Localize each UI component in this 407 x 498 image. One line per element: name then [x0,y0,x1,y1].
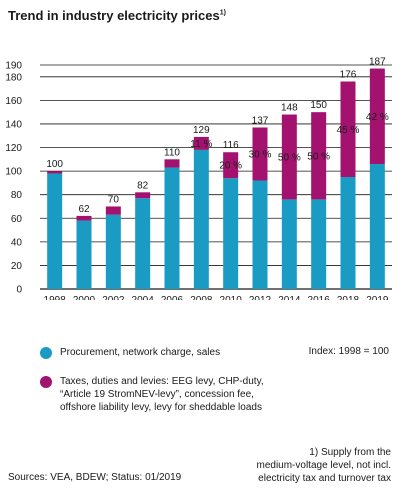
bar-taxes-2004 [135,192,151,199]
tax-share-label-2018: 45 % [337,125,360,136]
bar-taxes-2002 [105,206,121,215]
bar-procurement-2010 [223,178,239,289]
y-tick-label-180: 180 [5,72,22,83]
total-label-2006: 110 [164,147,180,158]
tax-share-label-2010: 20 % [219,161,242,172]
bar-procurement-2012 [252,180,268,289]
total-label-2019: 187 [369,57,386,68]
y-tick-label-60: 60 [11,214,23,225]
total-label-2008: 129 [193,125,210,136]
y-tick-label-80: 80 [11,190,23,201]
bar-procurement-2014 [281,199,297,289]
bar-taxes-2014 [281,114,297,200]
total-label-2016: 150 [310,100,327,111]
legend-swatch-taxes [40,376,52,388]
tax-share-label-2012: 30 % [249,150,272,161]
bar-procurement-2000 [76,220,92,289]
x-tick-label-1998: 1998 [44,295,67,300]
bar-taxes-2019 [369,68,385,165]
y-tick-label-100: 100 [5,167,22,178]
x-tick-label-2004: 2004 [132,295,155,300]
y-tick-label-20: 20 [11,261,23,272]
bar-taxes-2012 [252,127,268,181]
legend-swatch-procurement [40,347,52,359]
bar-procurement-2002 [105,214,121,289]
bar-taxes-2008 [193,136,209,150]
bar-procurement-2008 [193,149,209,289]
total-label-2002: 70 [108,194,120,205]
total-label-2014: 148 [281,103,298,114]
x-tick-label-2016: 2016 [308,295,331,300]
tax-share-label-2008: 11 % [190,139,212,150]
total-label-1998: 100 [46,159,63,170]
x-tick-label-2002: 2002 [102,295,125,300]
tax-share-label-2019: 42 % [366,112,389,123]
total-label-2018: 176 [340,70,357,81]
tax-share-label-2016: 50 % [307,151,330,162]
sources-note: Sources: VEA, BDEW; Status: 01/2019 [8,472,182,483]
legend-item-procurement: Procurement, network charge, sales [40,346,220,359]
bar-procurement-2019 [369,164,385,289]
x-tick-label-2012: 2012 [249,295,272,300]
bar-taxes-2018 [340,81,356,177]
bar-taxes-2006 [164,159,180,168]
legend-label-procurement: Procurement, network charge, sales [60,347,221,358]
y-tick-label-120: 120 [5,143,22,154]
index-note: Index: 1998 = 100 [308,346,389,357]
y-tick-label-190: 190 [5,61,22,72]
x-tick-label-2006: 2006 [161,295,184,300]
bar-procurement-2016 [311,199,327,289]
tax-share-label-2014: 50 % [278,152,301,163]
y-tick-label-140: 140 [5,119,22,130]
bar-taxes-2000 [76,215,92,221]
y-tick-label-0: 0 [16,285,22,296]
bar-procurement-1998 [47,173,63,289]
bar-taxes-2016 [311,112,327,200]
x-tick-label-2018: 2018 [337,295,360,300]
total-label-2004: 82 [137,180,149,191]
bar-procurement-2004 [135,198,151,289]
chart-title: Trend in industry electricity prices1) [8,8,226,23]
y-tick-label-40: 40 [11,237,23,248]
x-tick-label-2010: 2010 [220,295,243,300]
total-label-2012: 137 [252,115,269,126]
legend-item-taxes: Taxes, duties and levies: EEG levy, CHP-… [40,375,264,414]
legend-label-taxes: Taxes, duties and levies: EEG levy, CHP-… [60,376,264,413]
footnote: 1) Supply from the medium-voltage level,… [256,447,391,484]
x-tick-label-2008: 2008 [190,295,213,300]
x-tick-label-2000: 2000 [73,295,96,300]
total-label-2000: 62 [78,204,90,215]
bar-taxes-1998 [47,171,63,174]
bar-procurement-2006 [164,167,180,289]
bar-taxes-2010 [223,152,239,179]
total-label-2010: 116 [223,140,239,151]
y-tick-label-160: 160 [5,96,22,107]
bar-procurement-2018 [340,177,356,289]
x-tick-label-2019: 2019 [366,295,389,300]
